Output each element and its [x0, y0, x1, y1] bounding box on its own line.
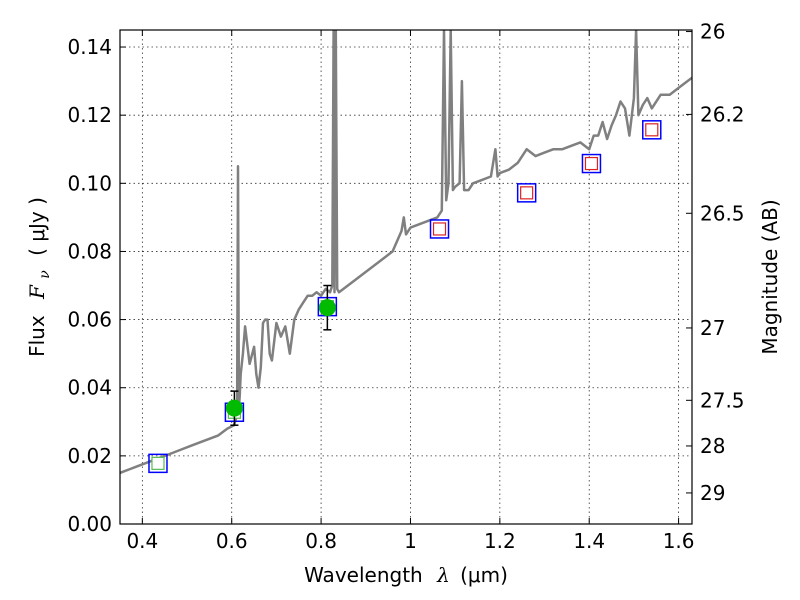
y2-tick-label: 27 [700, 316, 725, 340]
y2-axis-label: Magnitude (AB) [758, 199, 782, 354]
series-layer [120, 30, 692, 475]
y-tick-label: 0.06 [67, 308, 112, 332]
x-tick-label: 1.2 [484, 529, 516, 553]
model-photometry-point [581, 153, 602, 174]
x-axis-label: Wavelength λ (μm) [304, 563, 508, 587]
model-photometry-point [429, 219, 450, 239]
model-photometry-point [148, 453, 168, 474]
x-tick-label: 0.8 [305, 529, 337, 553]
inner-marker [520, 186, 534, 200]
y-axis-label: Flux F ν ( μJy ) [25, 197, 54, 357]
x-tick-label: 1.4 [573, 529, 605, 553]
y2-tick-label: 29 [700, 481, 725, 505]
y-tick-label: 0.04 [67, 376, 112, 400]
y2-tick-label: 26 [700, 20, 725, 44]
inner-marker [151, 456, 165, 470]
inner-marker [432, 222, 447, 236]
x-tick-label: 0.6 [216, 529, 248, 553]
model-photometry-point [642, 120, 662, 140]
y-tick-label: 0.00 [67, 512, 112, 536]
y2-tick-label: 27.5 [700, 388, 745, 412]
x-tick-label: 0.4 [126, 529, 158, 553]
model-photometry-point [516, 183, 537, 203]
x-tick-label: 1.6 [663, 529, 695, 553]
plot-frame [119, 29, 693, 525]
y2-tick-label: 26.5 [700, 201, 745, 225]
inner-marker [584, 156, 599, 171]
inner-marker [645, 123, 659, 137]
y-tick-label: 0.08 [67, 239, 112, 263]
y2-tick-label: 26.2 [700, 102, 745, 126]
y-tick-label: 0.12 [67, 103, 112, 127]
observed-photometry-point [318, 299, 336, 317]
observed-photometry-point [225, 399, 243, 417]
x-tick-label: 1 [404, 529, 417, 553]
y2-tick-label: 28 [700, 434, 725, 458]
y-tick-label: 0.10 [67, 171, 112, 195]
sed-model-line [120, 30, 692, 475]
y-tick-label: 0.02 [67, 444, 112, 468]
ticks: 0.4 0.6 0.8 1 1.2 1.4 1.6 0.00 0.02 0.04 0.06 0.08 0… [67, 20, 744, 553]
y-tick-label: 0.14 [67, 35, 112, 59]
